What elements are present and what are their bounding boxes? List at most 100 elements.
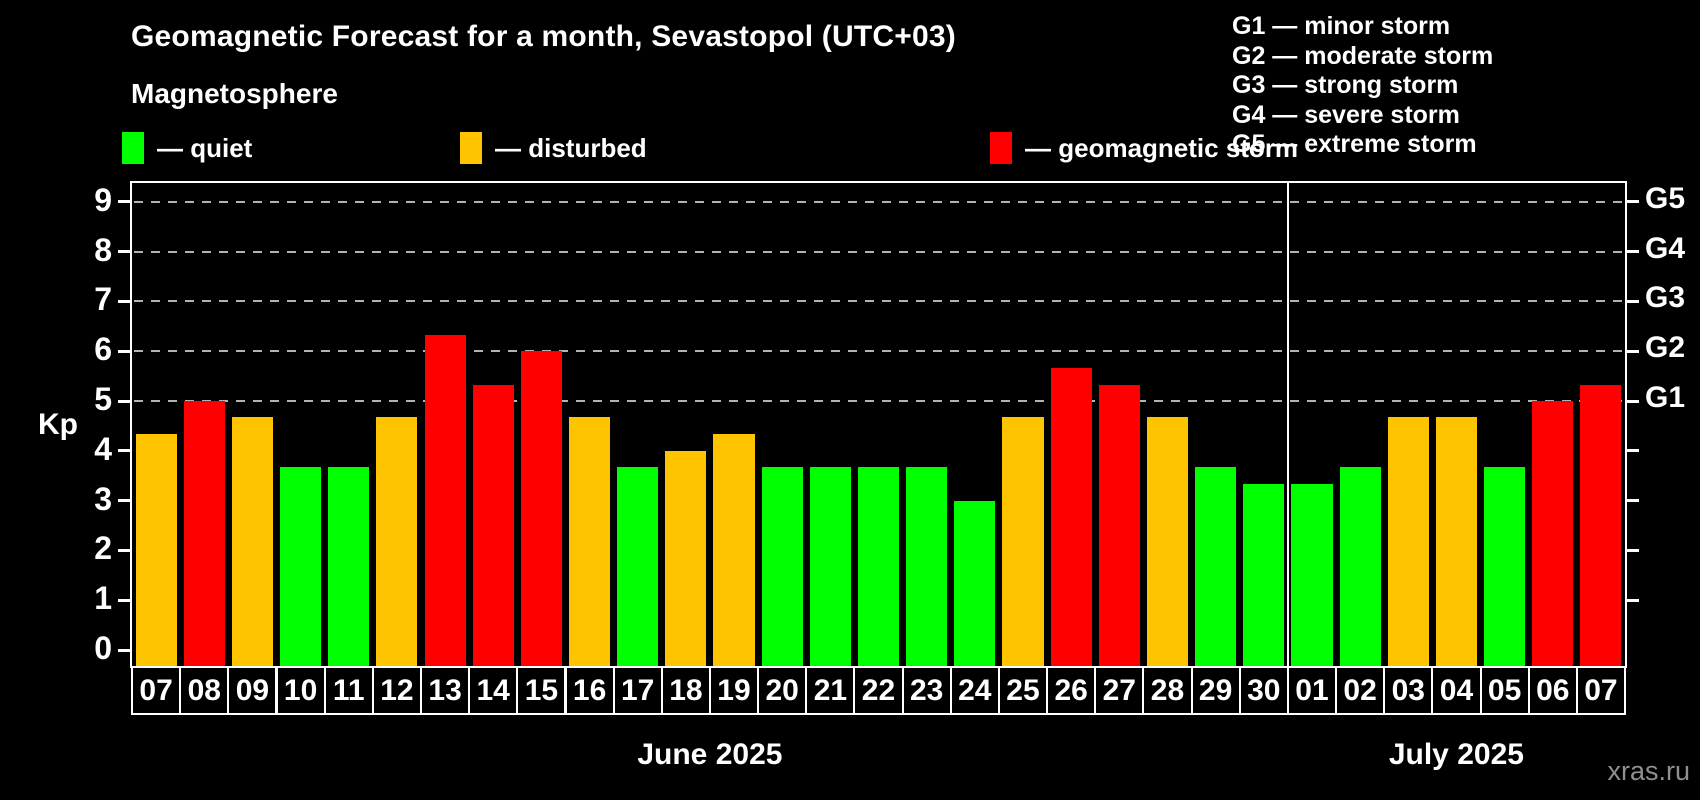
right-tick-5 xyxy=(1625,399,1639,403)
g3-legend-line: G3 — strong storm xyxy=(1232,71,1459,99)
x-label-box-day-09: 09 xyxy=(227,666,278,715)
bar-day-02[interactable] xyxy=(1339,467,1381,666)
bar-day-18[interactable] xyxy=(665,450,707,666)
x-label-box-day-28: 28 xyxy=(1142,666,1193,715)
y-tick-label-0: 0 xyxy=(94,630,112,666)
bar-day-01[interactable] xyxy=(1291,484,1333,666)
y-tick-7 xyxy=(118,299,132,303)
bar-day-25[interactable] xyxy=(1002,417,1044,666)
right-tick-6 xyxy=(1625,349,1639,353)
right-tick-7 xyxy=(1625,299,1639,303)
y-tick-label-7: 7 xyxy=(94,281,112,318)
month-separator xyxy=(1286,183,1289,666)
bar-day-21[interactable] xyxy=(809,467,851,666)
right-tick-8 xyxy=(1625,250,1639,254)
g1-legend-line: G1 — minor storm xyxy=(1232,12,1451,40)
bar-day-22[interactable] xyxy=(857,467,900,666)
y-tick-label-1: 1 xyxy=(94,580,112,617)
right-axis-label-g3: G3 xyxy=(1645,281,1686,315)
y-tick-label-6: 6 xyxy=(94,331,112,368)
x-label-box-day-15: 15 xyxy=(516,666,567,715)
y-tick-8 xyxy=(118,250,132,254)
y-tick-1 xyxy=(118,598,132,602)
bar-day-03[interactable] xyxy=(1387,417,1429,666)
x-label-box-day-21: 21 xyxy=(805,666,856,715)
bar-day-27[interactable] xyxy=(1098,384,1140,666)
month-label-0: June 2025 xyxy=(637,738,783,771)
right-tick-9 xyxy=(1625,200,1639,204)
x-label-box-day-13: 13 xyxy=(420,666,471,715)
legend-label-disturbed: — disturbed xyxy=(495,132,647,163)
g2-legend-line: G2 — moderate storm xyxy=(1232,41,1494,70)
bar-day-29[interactable] xyxy=(1195,467,1237,666)
bar-day-16[interactable] xyxy=(569,417,611,666)
bar-day-08[interactable] xyxy=(183,401,225,666)
y-tick-label-3: 3 xyxy=(94,480,112,517)
bar-day-07[interactable] xyxy=(1580,384,1622,666)
bar-day-14[interactable] xyxy=(472,384,514,666)
bar-day-10[interactable] xyxy=(280,467,322,666)
g4-legend-line: G4 — severe storm xyxy=(1232,100,1460,129)
y-tick-label-5: 5 xyxy=(94,381,112,417)
right-axis-label-g4: G4 xyxy=(1645,231,1686,265)
bar-day-15[interactable] xyxy=(520,351,562,666)
y-tick-4 xyxy=(118,449,132,453)
chart-title: Geomagnetic Forecast for a month, Sevast… xyxy=(131,20,956,53)
x-label-box-day-08: 08 xyxy=(179,666,230,715)
bar-day-05[interactable] xyxy=(1484,467,1526,666)
right-tick-4 xyxy=(1625,449,1639,453)
y-tick-2 xyxy=(118,548,132,552)
x-label-box-day-14: 14 xyxy=(468,666,519,715)
quiet-color-swatch xyxy=(122,132,144,164)
x-label-box-day-12: 12 xyxy=(371,666,422,715)
right-axis-label-g1: G1 xyxy=(1645,381,1686,414)
gridline-kp5 xyxy=(134,400,1623,402)
x-label-box-day-23: 23 xyxy=(901,666,952,715)
bar-day-17[interactable] xyxy=(617,467,659,666)
bar-day-28[interactable] xyxy=(1146,417,1189,666)
watermark: xras.ru xyxy=(1607,756,1690,786)
bar-day-19[interactable] xyxy=(713,434,755,666)
storm-scale-legend: G1 — minor storm G2 — moderate storm G3 … xyxy=(1232,12,1493,160)
bar-day-30[interactable] xyxy=(1243,484,1285,666)
x-label-box-day-22: 22 xyxy=(853,666,904,715)
bar-day-07[interactable] xyxy=(135,434,177,666)
y-tick-9 xyxy=(118,200,132,204)
legend-item-disturbed: — disturbed xyxy=(460,131,647,165)
right-tick-3 xyxy=(1625,499,1639,503)
legend-item-storm: — geomagnetic storm xyxy=(990,131,1298,165)
legend-label-quiet: — quiet xyxy=(157,132,253,163)
bar-day-20[interactable] xyxy=(761,467,803,666)
bar-day-23[interactable] xyxy=(906,467,948,666)
right-tick-1 xyxy=(1625,598,1639,602)
x-label-box-day-01: 01 xyxy=(1286,666,1338,715)
bar-day-26[interactable] xyxy=(1050,367,1092,666)
y-tick-label-2: 2 xyxy=(94,530,112,567)
bar-day-13[interactable] xyxy=(424,334,466,666)
right-tick-2 xyxy=(1625,548,1639,552)
storm-color-swatch xyxy=(990,132,1012,164)
x-label-box-day-02: 02 xyxy=(1335,666,1386,715)
x-label-box-day-30: 30 xyxy=(1238,666,1289,715)
x-label-box-day-17: 17 xyxy=(612,666,663,715)
bar-day-24[interactable] xyxy=(954,500,996,666)
bar-day-09[interactable] xyxy=(231,417,273,666)
x-label-box-day-25: 25 xyxy=(997,666,1049,715)
y-tick-0 xyxy=(118,648,132,652)
gridline-kp6 xyxy=(134,350,1623,353)
bar-day-12[interactable] xyxy=(376,417,418,666)
x-label-box-day-10: 10 xyxy=(275,666,326,715)
x-label-box-day-11: 11 xyxy=(323,666,374,715)
y-tick-6 xyxy=(118,349,132,353)
bar-day-11[interactable] xyxy=(328,467,370,666)
x-label-box-day-24: 24 xyxy=(949,666,1000,715)
x-label-box-day-16: 16 xyxy=(564,666,615,715)
x-label-box-day-05: 05 xyxy=(1479,666,1530,715)
x-label-box-day-03: 03 xyxy=(1383,666,1434,715)
x-label-box-day-20: 20 xyxy=(757,666,808,715)
right-axis-label-g2: G2 xyxy=(1645,331,1686,365)
bar-day-06[interactable] xyxy=(1532,401,1574,666)
y-axis-title: Kp xyxy=(38,408,78,441)
x-label-box-day-27: 27 xyxy=(1094,666,1145,715)
bar-day-04[interactable] xyxy=(1435,417,1478,666)
